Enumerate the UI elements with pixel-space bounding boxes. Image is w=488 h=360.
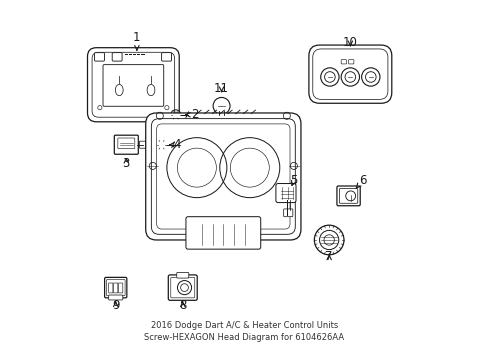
FancyBboxPatch shape [106, 279, 125, 296]
FancyBboxPatch shape [94, 53, 104, 61]
FancyBboxPatch shape [275, 184, 295, 203]
FancyBboxPatch shape [145, 113, 300, 240]
FancyBboxPatch shape [341, 60, 346, 64]
FancyBboxPatch shape [118, 138, 135, 149]
FancyBboxPatch shape [161, 53, 171, 61]
Text: 9: 9 [112, 299, 119, 312]
Text: 11: 11 [214, 82, 228, 95]
FancyBboxPatch shape [87, 48, 179, 122]
FancyBboxPatch shape [170, 277, 194, 298]
FancyBboxPatch shape [185, 217, 260, 249]
Text: 5: 5 [289, 174, 297, 187]
FancyBboxPatch shape [217, 122, 225, 125]
Text: 10: 10 [342, 36, 357, 49]
FancyBboxPatch shape [112, 53, 122, 61]
Text: 2: 2 [185, 108, 199, 121]
FancyBboxPatch shape [283, 209, 292, 217]
FancyBboxPatch shape [114, 135, 138, 154]
FancyBboxPatch shape [104, 277, 126, 298]
FancyBboxPatch shape [139, 141, 145, 148]
FancyBboxPatch shape [108, 295, 122, 300]
Text: 7: 7 [325, 251, 332, 264]
FancyBboxPatch shape [176, 273, 188, 278]
FancyBboxPatch shape [217, 116, 225, 119]
FancyBboxPatch shape [336, 186, 360, 206]
FancyBboxPatch shape [118, 283, 122, 293]
FancyBboxPatch shape [217, 119, 225, 122]
FancyBboxPatch shape [113, 283, 118, 293]
FancyBboxPatch shape [217, 113, 225, 116]
FancyBboxPatch shape [168, 275, 197, 300]
Text: 3: 3 [122, 157, 130, 170]
Text: 4: 4 [169, 138, 181, 151]
FancyBboxPatch shape [108, 283, 113, 293]
Text: 1: 1 [133, 31, 141, 50]
Text: 8: 8 [179, 299, 186, 312]
FancyBboxPatch shape [348, 60, 353, 64]
FancyBboxPatch shape [308, 45, 391, 103]
Text: 2016 Dodge Dart A/C & Heater Control Units
Screw-HEXAGON Head Diagram for 610462: 2016 Dodge Dart A/C & Heater Control Uni… [144, 321, 344, 342]
Text: 6: 6 [355, 174, 366, 188]
FancyBboxPatch shape [339, 189, 357, 203]
FancyBboxPatch shape [103, 65, 163, 106]
